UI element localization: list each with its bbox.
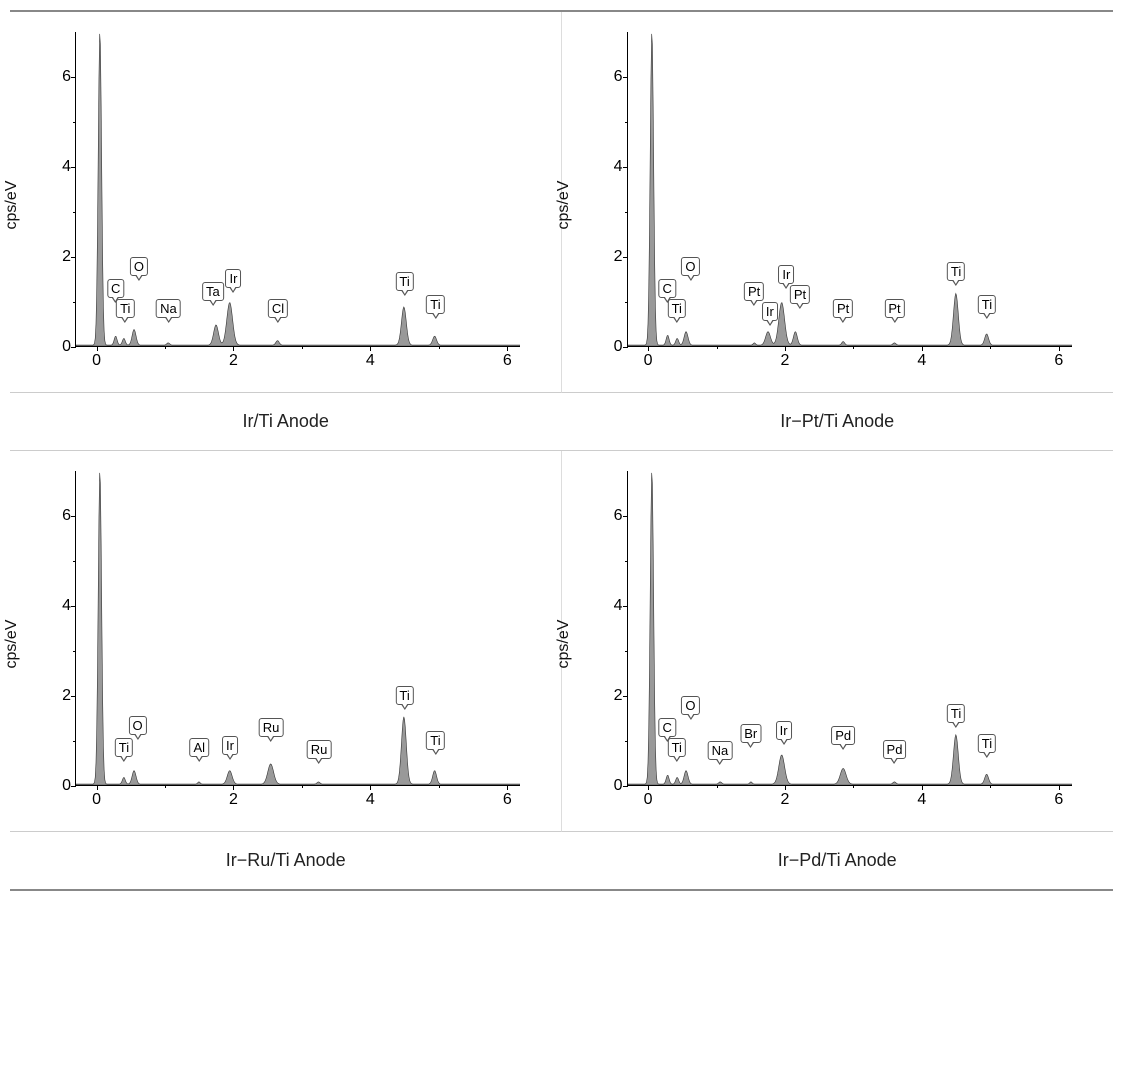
peak-label: Pd (883, 740, 907, 759)
peak-label: Pt (833, 299, 853, 318)
peak-label: O (129, 716, 147, 735)
peak-label: Ti (668, 299, 686, 318)
y-tick-label: 0 (36, 338, 71, 356)
peak-label: Pt (884, 299, 904, 318)
x-tick-label: 4 (366, 352, 375, 370)
x-tick-label: 2 (229, 352, 238, 370)
chart-title-1: Ir−Pt/Ti Anode (562, 393, 1114, 451)
y-tick-label: 0 (36, 777, 71, 795)
peak-label: Na (156, 299, 181, 318)
chart-title-3: Ir−Pd/Ti Anode (562, 832, 1114, 891)
peak-label: Ru (259, 718, 284, 737)
peak-label: Ir (222, 736, 238, 755)
peak-label: O (130, 257, 148, 276)
peak-label: Ti (395, 272, 413, 291)
peak-label: Ti (116, 299, 134, 318)
y-tick-label: 6 (588, 68, 623, 86)
y-tick-label: 2 (36, 248, 71, 266)
y-tick-label: 4 (36, 597, 71, 615)
peak-label: C (659, 718, 676, 737)
spectrum-svg (76, 471, 520, 785)
x-tick-label: 4 (917, 791, 926, 809)
chart-cell-1: cps/eV02460246CTiOPtIrIrPtPtPtTiTi (562, 12, 1114, 393)
y-tick-label: 0 (588, 338, 623, 356)
peak-label: Ir (762, 302, 778, 321)
peak-label: Ti (395, 686, 413, 705)
x-tick-label: 0 (644, 352, 653, 370)
chart-cell-0: cps/eV02460246CTiONaTaIrClTiTi (10, 12, 562, 393)
peak-label: Ir (776, 721, 792, 740)
peak-label: Ir (778, 265, 794, 284)
x-tick-label: 6 (503, 352, 512, 370)
peak-label: Ta (202, 282, 224, 301)
plot-area: 02460246CTiOPtIrIrPtPtPtTiTi (627, 32, 1072, 347)
peak-label: C (107, 279, 124, 298)
peak-label: C (659, 279, 676, 298)
plot-area: 02460246TiOAlIrRuRuTiTi (75, 471, 520, 786)
x-tick-label: 4 (917, 352, 926, 370)
y-tick-label: 6 (588, 507, 623, 525)
peak-label: O (681, 696, 699, 715)
peak-label: Ti (978, 295, 996, 314)
eds-spectra-grid: cps/eV02460246CTiONaTaIrClTiTi cps/eV024… (10, 10, 1113, 891)
y-tick-label: 6 (36, 68, 71, 86)
chart-title-2: Ir−Ru/Ti Anode (10, 832, 562, 891)
y-axis-label: cps/eV (3, 619, 21, 668)
y-tick-label: 2 (36, 687, 71, 705)
peak-label: Ti (426, 295, 444, 314)
x-tick-label: 0 (644, 791, 653, 809)
plot-area: 02460246CTiONaTaIrClTiTi (75, 32, 520, 347)
peak-label: Al (189, 738, 209, 757)
peak-label: Pd (831, 726, 855, 745)
peak-label: O (681, 257, 699, 276)
y-tick-label: 2 (588, 687, 623, 705)
peak-label: Ti (947, 704, 965, 723)
peak-label: Ti (115, 738, 133, 757)
y-tick-label: 0 (588, 777, 623, 795)
plot-area: 02460246CTiONaBrIrPdPdTiTi (627, 471, 1072, 786)
x-tick-label: 2 (229, 791, 238, 809)
y-axis-label: cps/eV (3, 180, 21, 229)
x-tick-label: 2 (781, 791, 790, 809)
peak-label: Ti (668, 738, 686, 757)
y-tick-label: 4 (588, 597, 623, 615)
x-tick-label: 4 (366, 791, 375, 809)
peak-label: Cl (268, 299, 288, 318)
x-tick-label: 0 (92, 791, 101, 809)
y-tick-label: 4 (588, 158, 623, 176)
x-tick-label: 6 (503, 791, 512, 809)
chart-cell-2: cps/eV02460246TiOAlIrRuRuTiTi (10, 451, 562, 832)
peak-label: Pt (744, 282, 764, 301)
peak-label: Ir (225, 269, 241, 288)
peak-label: Na (708, 741, 733, 760)
peak-label: Ti (426, 731, 444, 750)
x-tick-label: 6 (1054, 791, 1063, 809)
x-tick-label: 2 (781, 352, 790, 370)
peak-label: Ti (947, 262, 965, 281)
peak-label: Ti (978, 734, 996, 753)
y-tick-label: 6 (36, 507, 71, 525)
x-tick-label: 6 (1054, 352, 1063, 370)
peak-label: Pt (790, 285, 810, 304)
chart-title-0: Ir/Ti Anode (10, 393, 562, 451)
y-axis-label: cps/eV (555, 619, 573, 668)
spectrum-svg (76, 32, 520, 346)
x-tick-label: 0 (92, 352, 101, 370)
chart-cell-3: cps/eV02460246CTiONaBrIrPdPdTiTi (562, 451, 1114, 832)
y-tick-label: 2 (588, 248, 623, 266)
peak-label: Br (740, 724, 761, 743)
y-axis-label: cps/eV (555, 180, 573, 229)
peak-label: Ru (307, 740, 332, 759)
y-tick-label: 4 (36, 158, 71, 176)
